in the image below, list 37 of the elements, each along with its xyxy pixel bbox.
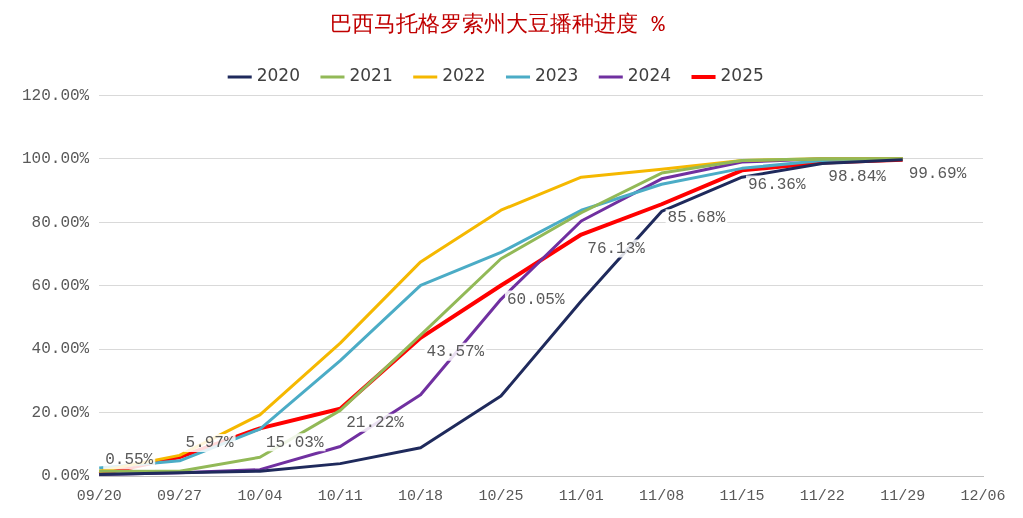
data-label: 76.13% bbox=[587, 239, 646, 258]
y-tick-label: 40.00% bbox=[31, 340, 90, 359]
y-tick-label: 120.00% bbox=[21, 86, 90, 105]
data-label: 0.55% bbox=[105, 451, 154, 470]
x-tick-label: 10/11 bbox=[317, 487, 363, 505]
x-tick-label: 11/15 bbox=[719, 487, 765, 505]
legend-label: 2021 bbox=[349, 65, 393, 86]
x-tick-label: 09/20 bbox=[76, 487, 122, 505]
data-label: 96.36% bbox=[747, 175, 806, 194]
legend-label: 2025 bbox=[720, 65, 764, 86]
legend-label: 2023 bbox=[535, 65, 579, 86]
x-tick-label: 11/29 bbox=[880, 487, 926, 505]
x-tick-label: 10/04 bbox=[237, 487, 283, 505]
x-tick-label: 12/06 bbox=[960, 487, 1006, 505]
y-tick-label: 20.00% bbox=[31, 403, 90, 422]
data-label: 99.69% bbox=[908, 165, 967, 184]
x-tick-label: 10/25 bbox=[478, 487, 524, 505]
x-tick-label: 11/08 bbox=[639, 487, 685, 505]
y-tick-label: 60.00% bbox=[31, 276, 90, 295]
x-tick-label: 10/18 bbox=[398, 487, 444, 505]
data-label: 15.03% bbox=[265, 433, 324, 452]
y-tick-label: 80.00% bbox=[31, 213, 90, 232]
y-tick-label: 100.00% bbox=[21, 150, 90, 169]
data-label: 85.68% bbox=[667, 209, 726, 228]
x-tick-label: 09/27 bbox=[157, 487, 203, 505]
data-label: 43.57% bbox=[426, 343, 485, 362]
legend-label: 2022 bbox=[442, 65, 486, 86]
data-label: 98.84% bbox=[828, 167, 887, 186]
x-tick-label: 11/01 bbox=[558, 487, 604, 505]
x-tick-label: 11/22 bbox=[799, 487, 845, 505]
data-label: 60.05% bbox=[506, 290, 565, 309]
legend-label: 2024 bbox=[627, 65, 672, 86]
chart-title: 巴西马托格罗索州大豆播种进度 % bbox=[330, 12, 666, 39]
y-tick-label: 0.00% bbox=[41, 467, 90, 486]
data-label: 21.22% bbox=[346, 413, 405, 432]
legend-label: 2020 bbox=[256, 65, 300, 86]
data-label: 5.97% bbox=[185, 434, 234, 453]
